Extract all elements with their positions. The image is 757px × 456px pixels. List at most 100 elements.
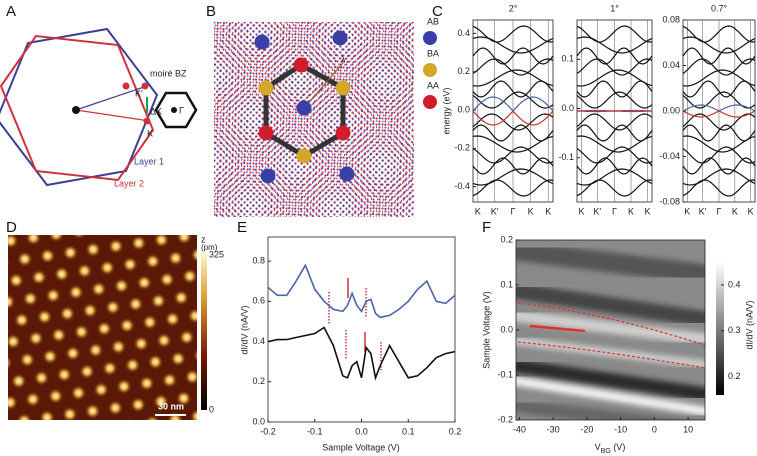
y-tick-label: 0.4 (252, 336, 265, 346)
annotation: ΔK (150, 106, 162, 116)
heatmap (516, 240, 705, 420)
x-tick-label: -0.1 (307, 426, 323, 436)
lambda-line (303, 62, 344, 109)
legend-marker (423, 95, 437, 109)
x-tick-label: -10 (614, 424, 627, 434)
flat-band (472, 110, 554, 126)
k-line (75, 109, 151, 122)
band (682, 124, 756, 142)
y-tick-label: 0.4 (728, 279, 741, 289)
x-tick-label: K′ (699, 206, 707, 216)
panel-label: A (6, 3, 16, 20)
y-tick-label: -0.2 (454, 143, 470, 153)
band (576, 91, 653, 109)
band (472, 69, 554, 87)
colorbar-label: 325 (209, 249, 224, 259)
data-line (267, 326, 456, 381)
legend-label: AA (427, 80, 439, 90)
band (472, 91, 554, 109)
legend-label: Layer 2 (114, 178, 144, 188)
x-axis-label: Sample Voltage (V) (322, 442, 400, 452)
x-tick-label: K (528, 206, 534, 216)
band (576, 36, 653, 54)
x-tick-label: -40 (513, 424, 526, 434)
x-tick-label: K (578, 206, 584, 216)
stacking-site (332, 30, 348, 46)
colorbar (201, 252, 207, 410)
x-axis-label: BG (601, 448, 611, 455)
x-tick-label: -20 (580, 424, 593, 434)
colorbar-title: dI/dV (nA/V) (744, 300, 754, 349)
y-tick-label: 0.1 (561, 54, 574, 64)
annotation: moiré BZ (150, 68, 187, 78)
lattice (214, 22, 414, 217)
y-tick-label: -0.4 (454, 181, 470, 191)
colorbar-title: z (201, 234, 206, 244)
band (576, 47, 653, 65)
plot-frame (267, 236, 456, 423)
stacking-site (335, 125, 351, 141)
gamma-point (171, 107, 177, 113)
x-tick-label: K (475, 206, 481, 216)
y-tick-label: 0.8 (252, 256, 265, 266)
k-line (75, 86, 145, 111)
panel-label: C (432, 3, 443, 20)
legend-marker (423, 31, 437, 45)
panel-label: D (6, 219, 17, 236)
y-tick-label: 0.2 (457, 66, 470, 76)
layer2-hexagon (0, 34, 155, 182)
panel-e: E dI/dV (nA/V) Sample Voltage (V) -0.2 -0… (237, 219, 461, 452)
stacking-site (296, 148, 312, 164)
plot-title: 1° (610, 3, 619, 13)
y-axis-label: dI/dV (nA/V) (239, 305, 249, 354)
panel-f: F Sample Voltage (V) VBG (V) dI/dV (nA/V… (481, 219, 754, 455)
panel-label: B (206, 3, 216, 20)
stacking-site (293, 57, 309, 73)
x-tick-label: Γ (511, 206, 516, 216)
x-tick-label: 0.1 (402, 426, 415, 436)
panel-c: C energy (eV) 2°0.40.20.0-0.2-0.4K K′ Γ K K1… (432, 3, 756, 216)
band (472, 47, 554, 65)
y-tick-label: 0.00 (662, 105, 680, 115)
k-point (143, 117, 151, 125)
x-tick-label: Γ (612, 206, 617, 216)
stacking-site (335, 80, 351, 96)
plot-title: 2° (509, 3, 518, 13)
annotation: Γ (179, 105, 184, 115)
band (682, 157, 756, 175)
moire-bz (154, 91, 198, 129)
x-tick-label: K′ (593, 206, 601, 216)
stacking-site (254, 34, 270, 50)
y-tick-label: 0.0 (252, 416, 265, 426)
band (682, 135, 756, 153)
x-tick-label: -0.2 (260, 426, 276, 436)
stacking-site (339, 166, 355, 182)
x-axis-label: V (595, 442, 601, 452)
x-tick-label: 0.0 (355, 426, 368, 436)
annotation: λ (341, 54, 346, 64)
y-tick-label: -0.04 (659, 151, 680, 161)
flat-band (682, 110, 756, 118)
band (472, 124, 554, 142)
k-point (122, 82, 130, 90)
y-tick-label: 0.4 (457, 28, 470, 38)
band (682, 80, 756, 98)
x-axis-label: VBG (V) (595, 442, 626, 454)
band (576, 25, 653, 43)
x-tick-label: K (628, 206, 634, 216)
band (472, 179, 554, 197)
plot-title: 0.7° (711, 3, 728, 13)
band (682, 36, 756, 54)
band (576, 113, 653, 131)
panel-label: F (482, 219, 491, 236)
x-tick-label: K (644, 206, 650, 216)
band (576, 124, 653, 142)
band (576, 80, 653, 98)
stacking-site (296, 100, 312, 116)
y-tick-label: -0.2 (497, 414, 513, 424)
y-tick-label: 0.6 (252, 296, 265, 306)
band (576, 157, 653, 175)
y-tick-label: 0.08 (662, 14, 680, 24)
x-tick-label: 0 (652, 424, 657, 434)
